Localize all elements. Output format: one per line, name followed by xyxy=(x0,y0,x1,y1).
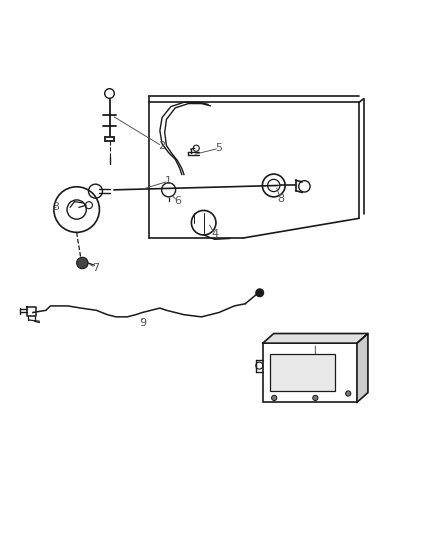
Circle shape xyxy=(346,391,351,396)
Text: 9: 9 xyxy=(139,318,146,328)
Circle shape xyxy=(77,257,88,269)
Text: 14: 14 xyxy=(308,382,322,392)
Bar xyxy=(263,343,357,402)
Polygon shape xyxy=(263,334,368,343)
Circle shape xyxy=(313,395,318,400)
Bar xyxy=(270,354,335,391)
Polygon shape xyxy=(357,334,368,402)
Text: 8: 8 xyxy=(277,193,284,204)
Text: 1: 1 xyxy=(165,176,172,186)
Circle shape xyxy=(256,289,264,297)
Circle shape xyxy=(105,88,114,98)
Text: 2: 2 xyxy=(159,141,166,151)
Text: 4: 4 xyxy=(211,229,218,239)
Text: 5: 5 xyxy=(215,143,223,154)
Text: 3: 3 xyxy=(53,203,60,212)
Text: 6: 6 xyxy=(174,196,181,206)
Circle shape xyxy=(272,395,277,400)
Text: 7: 7 xyxy=(92,263,99,273)
